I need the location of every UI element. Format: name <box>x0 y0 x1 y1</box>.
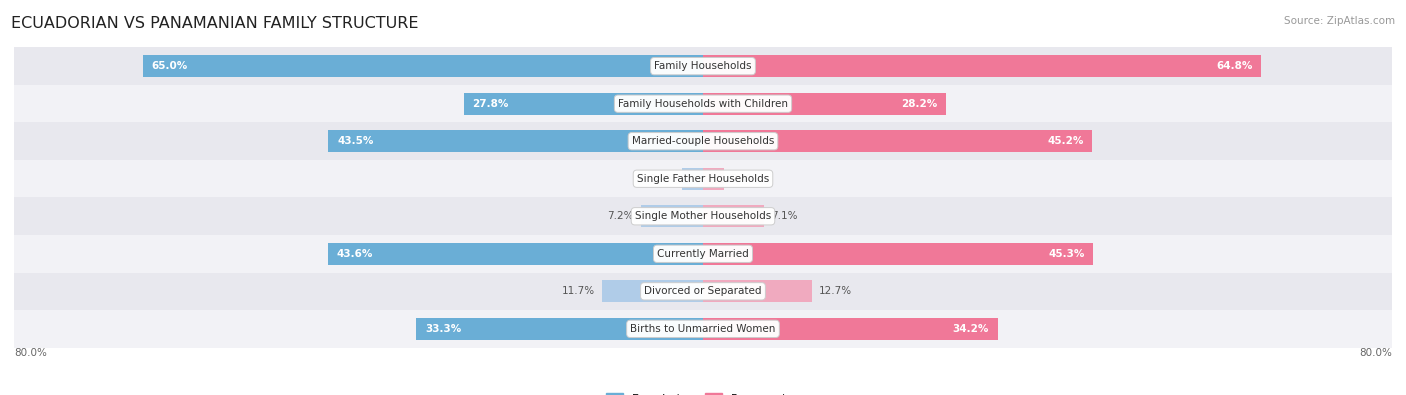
Text: Source: ZipAtlas.com: Source: ZipAtlas.com <box>1284 16 1395 26</box>
Text: 2.4%: 2.4% <box>650 174 675 184</box>
Bar <box>602 280 703 302</box>
Text: ECUADORIAN VS PANAMANIAN FAMILY STRUCTURE: ECUADORIAN VS PANAMANIAN FAMILY STRUCTUR… <box>11 16 419 31</box>
Bar <box>703 93 946 115</box>
Text: Births to Unmarried Women: Births to Unmarried Women <box>630 324 776 334</box>
Text: 11.7%: 11.7% <box>562 286 595 296</box>
Text: 64.8%: 64.8% <box>1216 61 1253 71</box>
Text: 12.7%: 12.7% <box>820 286 852 296</box>
Bar <box>328 243 703 265</box>
Text: Family Households: Family Households <box>654 61 752 71</box>
Bar <box>143 55 703 77</box>
Text: 80.0%: 80.0% <box>14 348 46 358</box>
Bar <box>329 130 703 152</box>
Text: Currently Married: Currently Married <box>657 249 749 259</box>
Text: 27.8%: 27.8% <box>472 99 509 109</box>
Bar <box>703 168 724 190</box>
Text: 65.0%: 65.0% <box>152 61 188 71</box>
Text: 34.2%: 34.2% <box>952 324 988 334</box>
Bar <box>703 55 1261 77</box>
Text: 43.5%: 43.5% <box>337 136 374 146</box>
Text: Single Father Households: Single Father Households <box>637 174 769 184</box>
Text: 45.3%: 45.3% <box>1047 249 1084 259</box>
Bar <box>416 318 703 340</box>
Bar <box>14 85 1392 122</box>
Bar <box>703 243 1092 265</box>
Text: 7.2%: 7.2% <box>607 211 634 221</box>
Text: 45.2%: 45.2% <box>1047 136 1084 146</box>
Bar <box>14 198 1392 235</box>
Bar <box>464 93 703 115</box>
Bar <box>703 130 1092 152</box>
Bar <box>703 318 997 340</box>
Text: 28.2%: 28.2% <box>901 99 938 109</box>
Text: 2.4%: 2.4% <box>731 174 756 184</box>
Bar <box>641 205 703 227</box>
Bar <box>14 47 1392 85</box>
Text: 43.6%: 43.6% <box>336 249 373 259</box>
Text: Family Households with Children: Family Households with Children <box>619 99 787 109</box>
Bar <box>14 122 1392 160</box>
Text: Single Mother Households: Single Mother Households <box>636 211 770 221</box>
Text: Divorced or Separated: Divorced or Separated <box>644 286 762 296</box>
Text: 80.0%: 80.0% <box>1360 348 1392 358</box>
Text: 33.3%: 33.3% <box>425 324 461 334</box>
Bar <box>703 280 813 302</box>
Bar <box>703 205 763 227</box>
Text: Married-couple Households: Married-couple Households <box>631 136 775 146</box>
Bar <box>14 310 1392 348</box>
Bar <box>14 235 1392 273</box>
Bar <box>14 160 1392 198</box>
Legend: Ecuadorian, Panamanian: Ecuadorian, Panamanian <box>602 388 804 395</box>
Bar <box>682 168 703 190</box>
Text: 7.1%: 7.1% <box>770 211 797 221</box>
Bar <box>14 273 1392 310</box>
